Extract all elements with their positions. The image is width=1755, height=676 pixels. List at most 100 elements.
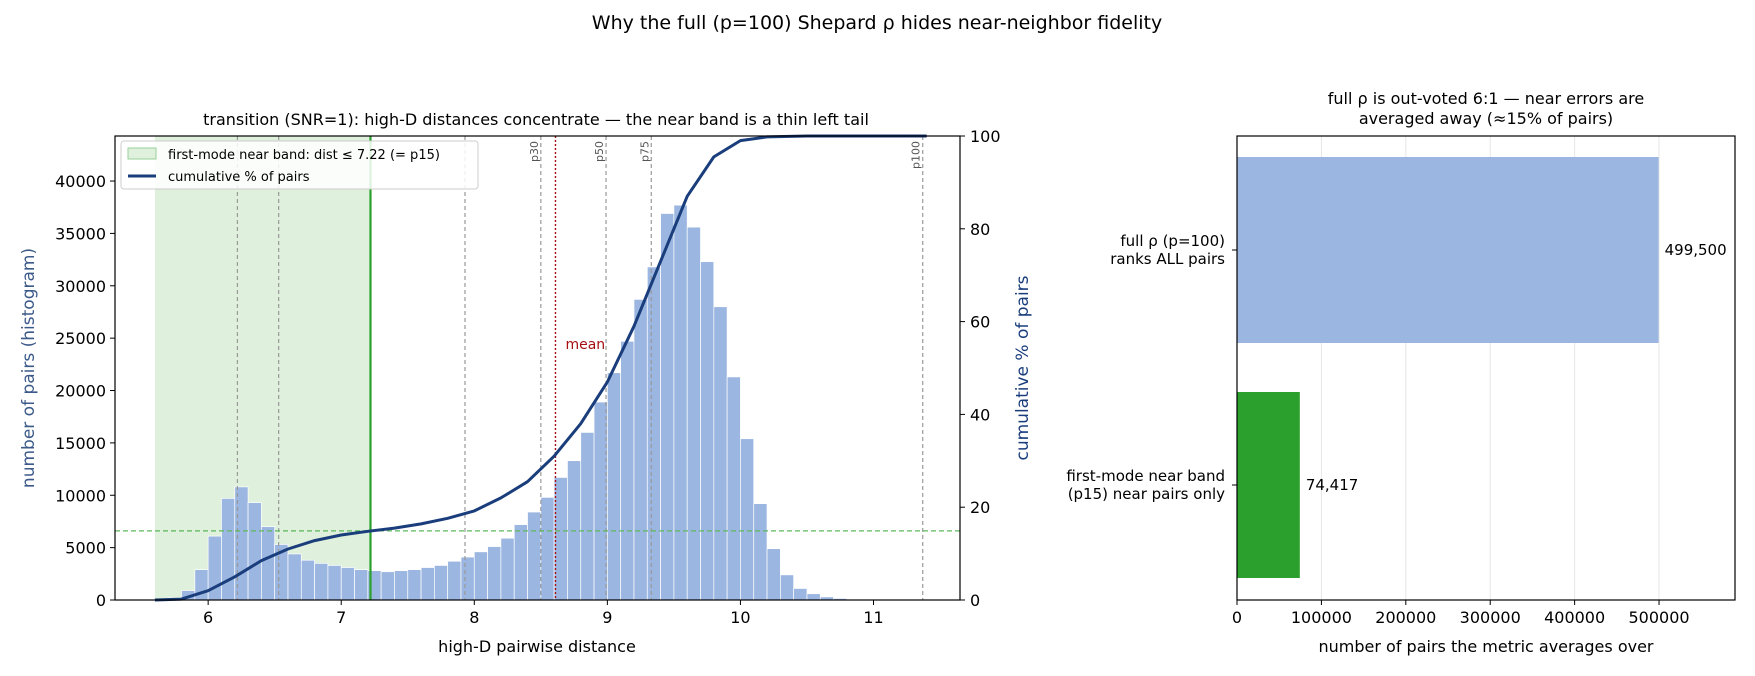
x-tick-label: 9 [602,608,612,627]
histogram-chart: transition (SNR=1): high-D distances con… [19,110,1033,656]
category-label: first-mode near band [1066,467,1225,485]
y-tick-label: 25000 [55,329,106,348]
histogram-bar [234,486,249,601]
histogram-bar [700,261,715,601]
histogram-bar [447,560,462,601]
category-label: full ρ (p=100) [1120,232,1225,250]
percentile-label: p30 [528,141,541,162]
right-chart-title-line2: averaged away (≈15% of pairs) [1359,109,1613,128]
percentile-label: p75 [638,141,651,162]
histogram-bar [487,546,502,601]
y-tick-label: 30000 [55,277,106,296]
histogram-plot-area: p30 p50 p75 p100 mean [115,134,981,602]
histogram-bar [726,376,741,601]
y-tick-label: 0 [96,591,106,610]
left-axes-frame [114,135,961,601]
right-y-tick-label: 100 [970,127,1001,146]
category-label: (p15) near pairs only [1068,485,1225,503]
histogram-bar [473,551,488,601]
right-y-axis-label: cumulative % of pairs [1013,275,1033,460]
bar [1237,392,1300,578]
histogram-bar [780,574,795,601]
left-x-axis-label: high-D pairwise distance [438,637,636,656]
y-tick-label: 40000 [55,172,106,191]
histogram-bar [673,204,688,601]
histogram-bar [753,503,768,601]
right-x-axis: 0 100000 200000 300000 400000 500000 [1232,600,1690,627]
right-y-tick-label: 60 [970,313,990,332]
histogram-bar [380,571,395,601]
histogram-bar [434,565,449,601]
histogram-bar [327,565,342,601]
left-y-axis-label: number of pairs (histogram) [19,248,39,488]
y-tick-label: 20000 [55,382,106,401]
histogram-bar [460,556,475,601]
histogram-bar [646,266,661,601]
x-tick-label: 200000 [1375,608,1436,627]
right-y-axis: 0 20 40 60 80 100 [960,127,1001,610]
y-tick-label: 10000 [55,486,106,505]
percentile-label: p100 [910,141,923,169]
histogram-bar [394,570,409,601]
x-tick-label: 100000 [1291,608,1352,627]
histogram-bar [261,526,276,601]
histogram-bar [713,306,728,601]
histogram-bar [660,213,675,601]
bar-plot-area: 499,500 74,417 [1237,157,1727,578]
histogram-bar [354,569,369,601]
x-tick-label: 7 [336,608,346,627]
legend-near-band-label: first-mode near band: dist ≤ 7.22 (= p15… [168,148,440,163]
right-y-tick-label: 40 [970,405,990,424]
histogram-bar [540,497,555,601]
x-tick-label: 6 [203,608,213,627]
x-tick-label: 8 [469,608,479,627]
right-y-tick-label: 80 [970,220,990,239]
histogram-bar [247,502,262,601]
mean-label: mean [565,337,605,353]
histogram-bar [420,567,435,601]
y-tick-label: 15000 [55,434,106,453]
x-tick-label: 400000 [1544,608,1605,627]
x-tick-label: 11 [863,608,883,627]
histogram-bar [793,588,808,601]
right-axes-frame [1236,135,1736,601]
x-tick-label: 10 [730,608,750,627]
right-y-tick-label: 0 [970,591,980,610]
histogram-bar [287,553,302,601]
y-tick-label: 5000 [65,539,106,558]
histogram-bar [633,299,648,601]
histogram-bar [593,401,608,601]
right-y-tick-label: 20 [970,498,990,517]
histogram-bar [407,569,422,601]
left-x-axis: 6 7 8 9 10 11 [203,600,884,627]
left-y-axis: 0 5000 10000 15000 20000 25000 30000 35000 40000 [55,172,115,610]
histogram-bar [527,511,542,601]
x-tick-label: 0 [1232,608,1242,627]
left-chart-title: transition (SNR=1): high-D distances con… [203,110,869,129]
right-category-axis: full ρ (p=100)ranks ALL pairs first-mode … [1066,232,1237,503]
figure-suptitle: Why the full (p=100) Shepard ρ hides nea… [592,12,1162,34]
histogram-bar [340,567,355,601]
legend-cumulative-label: cumulative % of pairs [168,170,310,185]
x-tick-label: 300000 [1460,608,1521,627]
category-label: ranks ALL pairs [1110,250,1225,268]
right-chart-title-line1: full ρ is out-voted 6:1 — near errors ar… [1328,89,1644,108]
legend-near-band-swatch [127,147,157,160]
left-legend: first-mode near band: dist ≤ 7.22 (= p15… [120,140,479,190]
histogram-bar [806,593,821,601]
cumulative-curve [154,134,927,602]
histogram-bar [766,548,781,601]
bar [1237,157,1659,343]
histogram-bar [300,559,315,601]
x-tick-label: 500000 [1628,608,1689,627]
histogram-bar [580,432,595,601]
histogram-bar [500,537,515,601]
percentile-label: p50 [593,141,606,162]
right-x-axis-label: number of pairs the metric averages over [1319,637,1654,656]
histogram-bar [221,498,236,601]
bar-value-label: 74,417 [1306,476,1359,494]
histogram-bar [620,340,635,601]
histogram-bar [686,226,701,601]
near-band-region [154,136,371,600]
